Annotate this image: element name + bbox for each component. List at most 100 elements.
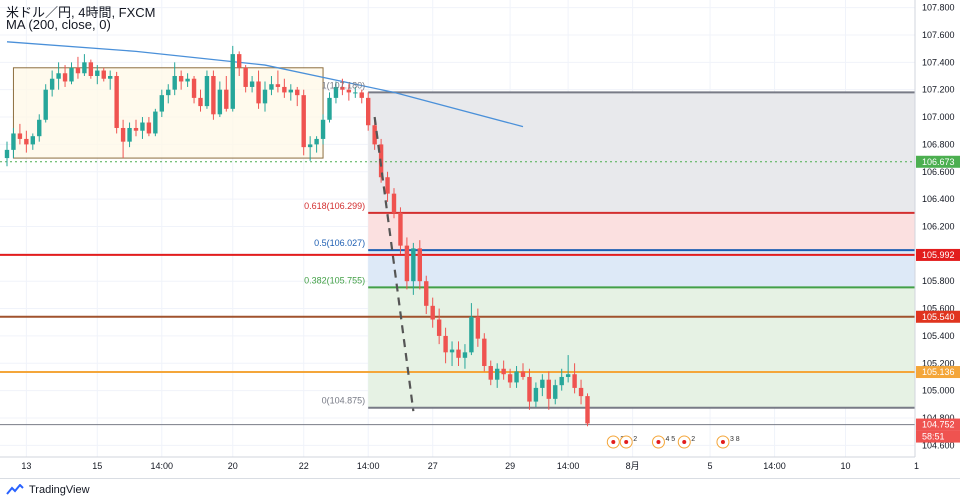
- price-label-text: 106.673: [922, 157, 955, 167]
- time-tick-label: 1: [914, 461, 919, 471]
- candle-body: [411, 248, 416, 282]
- price-tick-label: 105.800: [922, 276, 955, 286]
- candle-body: [288, 89, 293, 93]
- candle-body: [56, 73, 61, 79]
- fib-level-label: 1(107.180): [322, 80, 366, 90]
- candle-body: [37, 119, 42, 137]
- price-tick-label: 106.200: [922, 221, 955, 231]
- range-rectangle: [12, 67, 324, 159]
- candle-body: [430, 305, 435, 320]
- candle-body: [475, 316, 481, 339]
- moving-average-line: [6, 41, 524, 128]
- time-tick-label: 29: [505, 461, 515, 471]
- price-tick-label: 105.600: [922, 304, 955, 314]
- candle-body: [146, 122, 152, 134]
- candle-body: [301, 95, 306, 148]
- candle-body: [314, 138, 319, 145]
- candle-body: [456, 349, 461, 358]
- trend-dash-line: [373, 116, 415, 412]
- candle-body: [114, 76, 119, 128]
- fib-zone: [368, 287, 915, 408]
- event-flag-icon: [720, 440, 725, 444]
- candle-body: [462, 352, 468, 358]
- fib-zone: [368, 92, 915, 213]
- brand-label: TradingView: [29, 484, 90, 496]
- trend-dashed-line: [373, 116, 415, 412]
- price-tick-label: 105.400: [922, 331, 955, 341]
- candle-body: [178, 76, 184, 82]
- price-tick-label: 107.600: [922, 30, 955, 40]
- candle-body: [501, 368, 506, 375]
- price-axis-background: [915, 0, 960, 457]
- candle-body: [88, 62, 94, 76]
- candle-body: [153, 111, 158, 134]
- time-tick-label: 27: [428, 461, 438, 471]
- candle-body: [30, 136, 35, 145]
- time-tick-label: 13: [21, 461, 31, 471]
- event-flag-icon: [611, 440, 616, 444]
- event-count-label: 3 8: [730, 436, 740, 443]
- candle-body: [166, 89, 171, 96]
- candle-body: [495, 368, 500, 380]
- fib-level-label: 0(104.875): [322, 396, 366, 406]
- candle-body: [527, 376, 532, 402]
- fib-level-label: 0.382(105.755): [304, 275, 365, 285]
- price-tick-label: 106.600: [922, 167, 955, 177]
- candle-body: [11, 133, 16, 150]
- candle-body: [340, 86, 345, 90]
- candle-body: [24, 138, 29, 145]
- candle-body: [140, 122, 145, 131]
- countdown-badge: [916, 430, 960, 443]
- candle-body: [249, 81, 255, 87]
- time-tick-label: 8月: [626, 461, 640, 471]
- candle-body: [320, 119, 326, 139]
- candle-body: [443, 335, 448, 353]
- indicator-legend: MA (200, close, 0): [6, 17, 111, 32]
- candle-body: [559, 376, 564, 386]
- candle-body: [172, 76, 177, 90]
- price-tick-label: 105.200: [922, 358, 955, 368]
- tradingview-brand[interactable]: TradingView: [6, 484, 90, 496]
- candle-body: [217, 89, 223, 115]
- event-count-label: 2: [691, 436, 695, 443]
- candle-body: [540, 379, 545, 388]
- candle-body: [366, 97, 371, 126]
- price-label-badge: [916, 310, 960, 323]
- fibonacci-retracement: [368, 91, 915, 409]
- candle-body: [520, 371, 526, 377]
- time-tick-label: 14:00: [357, 461, 380, 471]
- fibonacci-labels: 1(107.180) 0.618(106.299) 0.5(106.027) 0.38…: [304, 80, 365, 405]
- fib-zone: [368, 212, 915, 251]
- candle-body: [43, 89, 48, 120]
- price-tick-label: 106.800: [922, 139, 955, 149]
- price-tick-label: 107.400: [922, 57, 955, 67]
- price-label-badge: [916, 366, 960, 379]
- price-label-text: 105.540: [922, 312, 955, 322]
- candle-body: [436, 319, 442, 336]
- candle-body: [237, 54, 242, 68]
- candle-body: [514, 371, 519, 383]
- candle-body: [488, 366, 493, 380]
- candle-body: [533, 387, 539, 402]
- candle-body: [127, 127, 132, 142]
- economic-events: 3 224 523 8: [606, 435, 740, 449]
- candle-body: [333, 86, 339, 98]
- candle-body: [449, 349, 455, 353]
- candle-body: [262, 89, 268, 104]
- price-tick-label: 107.000: [922, 112, 955, 122]
- candle-body: [404, 245, 410, 282]
- time-axis[interactable]: 13 15 14:00 20 22 14:00 27 29 14:00 8月 5 14:00 10 1: [0, 456, 919, 471]
- price-tick-label: 104.600: [922, 440, 955, 450]
- candle-body: [95, 70, 100, 76]
- range-box: [12, 67, 324, 159]
- price-label-text: 105.136: [922, 367, 955, 377]
- candle-body: [372, 125, 377, 145]
- event-flag-icon: [682, 440, 687, 444]
- candle-body: [572, 374, 577, 388]
- time-tick-label: 22: [299, 461, 309, 471]
- price-axis[interactable]: 107.800 107.600 107.400 107.200 107.000 106.8…: [914, 0, 960, 457]
- tradingview-logo-icon: [6, 484, 24, 496]
- candle-body: [385, 177, 390, 194]
